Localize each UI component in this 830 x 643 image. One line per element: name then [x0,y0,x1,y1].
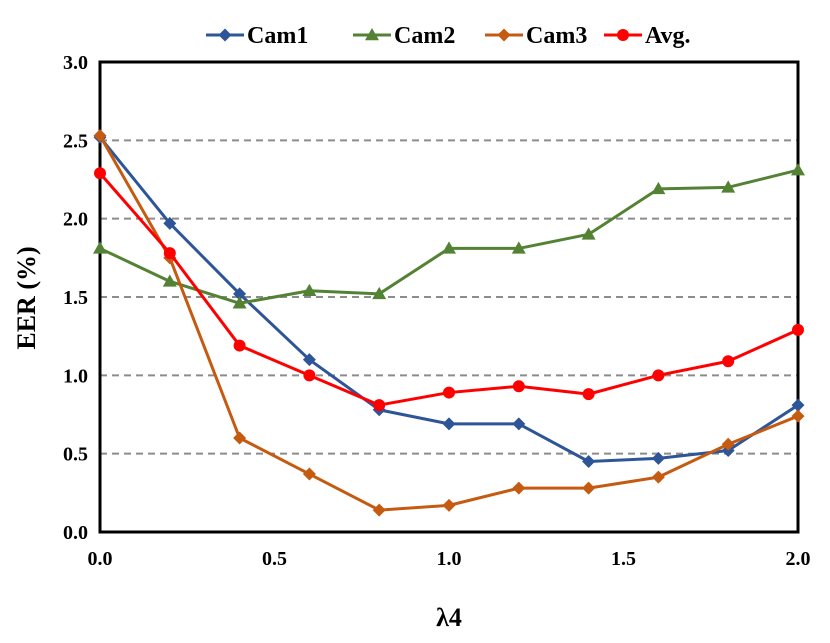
data-point-avg [652,369,665,382]
data-point-cam3 [512,481,526,495]
x-tick-label: 2.0 [786,548,811,570]
data-point-cam2 [302,283,317,296]
data-point-cam1 [651,451,665,465]
legend-label: Cam1 [247,23,308,49]
data-point-cam3 [442,498,456,512]
x-tick-label: 0.5 [262,548,287,570]
data-point-cam1 [163,216,177,230]
data-point-cam1 [512,417,526,431]
legend-marker [365,28,379,41]
data-point-cam2 [232,296,247,309]
data-point-cam3 [791,409,805,423]
grid-lines [100,139,798,455]
data-point-avg [373,399,386,412]
data-point-cam1 [791,398,805,412]
series-cam2 [93,163,805,309]
data-point-cam1 [582,455,596,468]
y-tick-label: 2.5 [63,130,88,152]
legend-item-cam1: Cam1 [206,23,308,49]
data-point-cam2 [372,286,387,300]
data-point-cam3 [372,503,386,517]
data-point-cam2 [93,241,107,254]
data-point-cam2 [581,227,596,240]
y-tick-label: 0.5 [63,444,88,466]
data-point-avg [163,247,176,260]
y-tick-label: 1.5 [63,287,88,309]
data-point-cam3 [93,129,107,143]
x-tick-label: 1.0 [437,548,462,570]
data-point-cam3 [582,481,596,495]
y-tick-label: 3.0 [63,52,88,74]
legend-label: Cam2 [394,23,455,49]
legend-label: Avg. [645,23,691,49]
data-point-avg [582,388,595,401]
data-point-cam3 [302,467,316,481]
y-tick-label: 1.0 [63,365,88,387]
legend: Cam1 Cam2 Cam3 Avg. [206,23,691,49]
series-cam3 [93,129,805,517]
series-avg [94,167,804,412]
x-tick-label: 0.0 [88,548,113,570]
legend-marker [617,29,629,41]
data-point-cam2 [651,181,666,195]
data-point-cam3 [721,437,735,451]
series-line-avg [98,172,799,407]
data-point-avg [792,323,804,336]
data-point-avg [303,369,316,382]
legend-label: Cam3 [526,23,587,49]
data-point-cam2 [721,180,736,193]
data-point-cam3 [233,431,247,445]
y-tick-label: 0.0 [63,522,88,544]
x-tick-label: 1.5 [611,548,636,570]
y-tick-label: 2.0 [63,209,88,231]
plot-area-frame [98,60,800,534]
data-point-avg [233,339,246,352]
data-point-cam1 [233,287,247,301]
data-point-avg [94,167,106,180]
series-cam1 [93,130,805,468]
x-axis-title: λ4 [436,603,462,632]
legend-marker [497,28,511,42]
data-point-cam1 [442,417,456,431]
legend-item-avg: Avg. [604,23,691,49]
x-axis-ticks: 0.0 0.5 1.0 1.5 2.0 [88,548,811,570]
legend-item-cam2: Cam2 [353,23,455,49]
data-point-avg [722,355,735,368]
data-point-avg [512,380,525,393]
data-point-cam2 [511,241,526,254]
data-point-cam1 [302,353,316,367]
legend-item-cam3: Cam3 [485,23,587,49]
series-line-cam2 [99,168,799,305]
data-point-cam2 [791,163,805,176]
y-axis-title: EER (%) [12,246,41,349]
legend-marker [218,28,232,42]
data-point-cam3 [651,470,665,484]
data-point-avg [443,386,455,399]
data-point-cam2 [162,274,177,287]
data-point-cam2 [442,241,456,254]
y-axis-ticks: 0.0 0.5 1.0 1.5 2.0 2.5 3.0 [63,52,88,544]
series-layer [93,129,805,517]
